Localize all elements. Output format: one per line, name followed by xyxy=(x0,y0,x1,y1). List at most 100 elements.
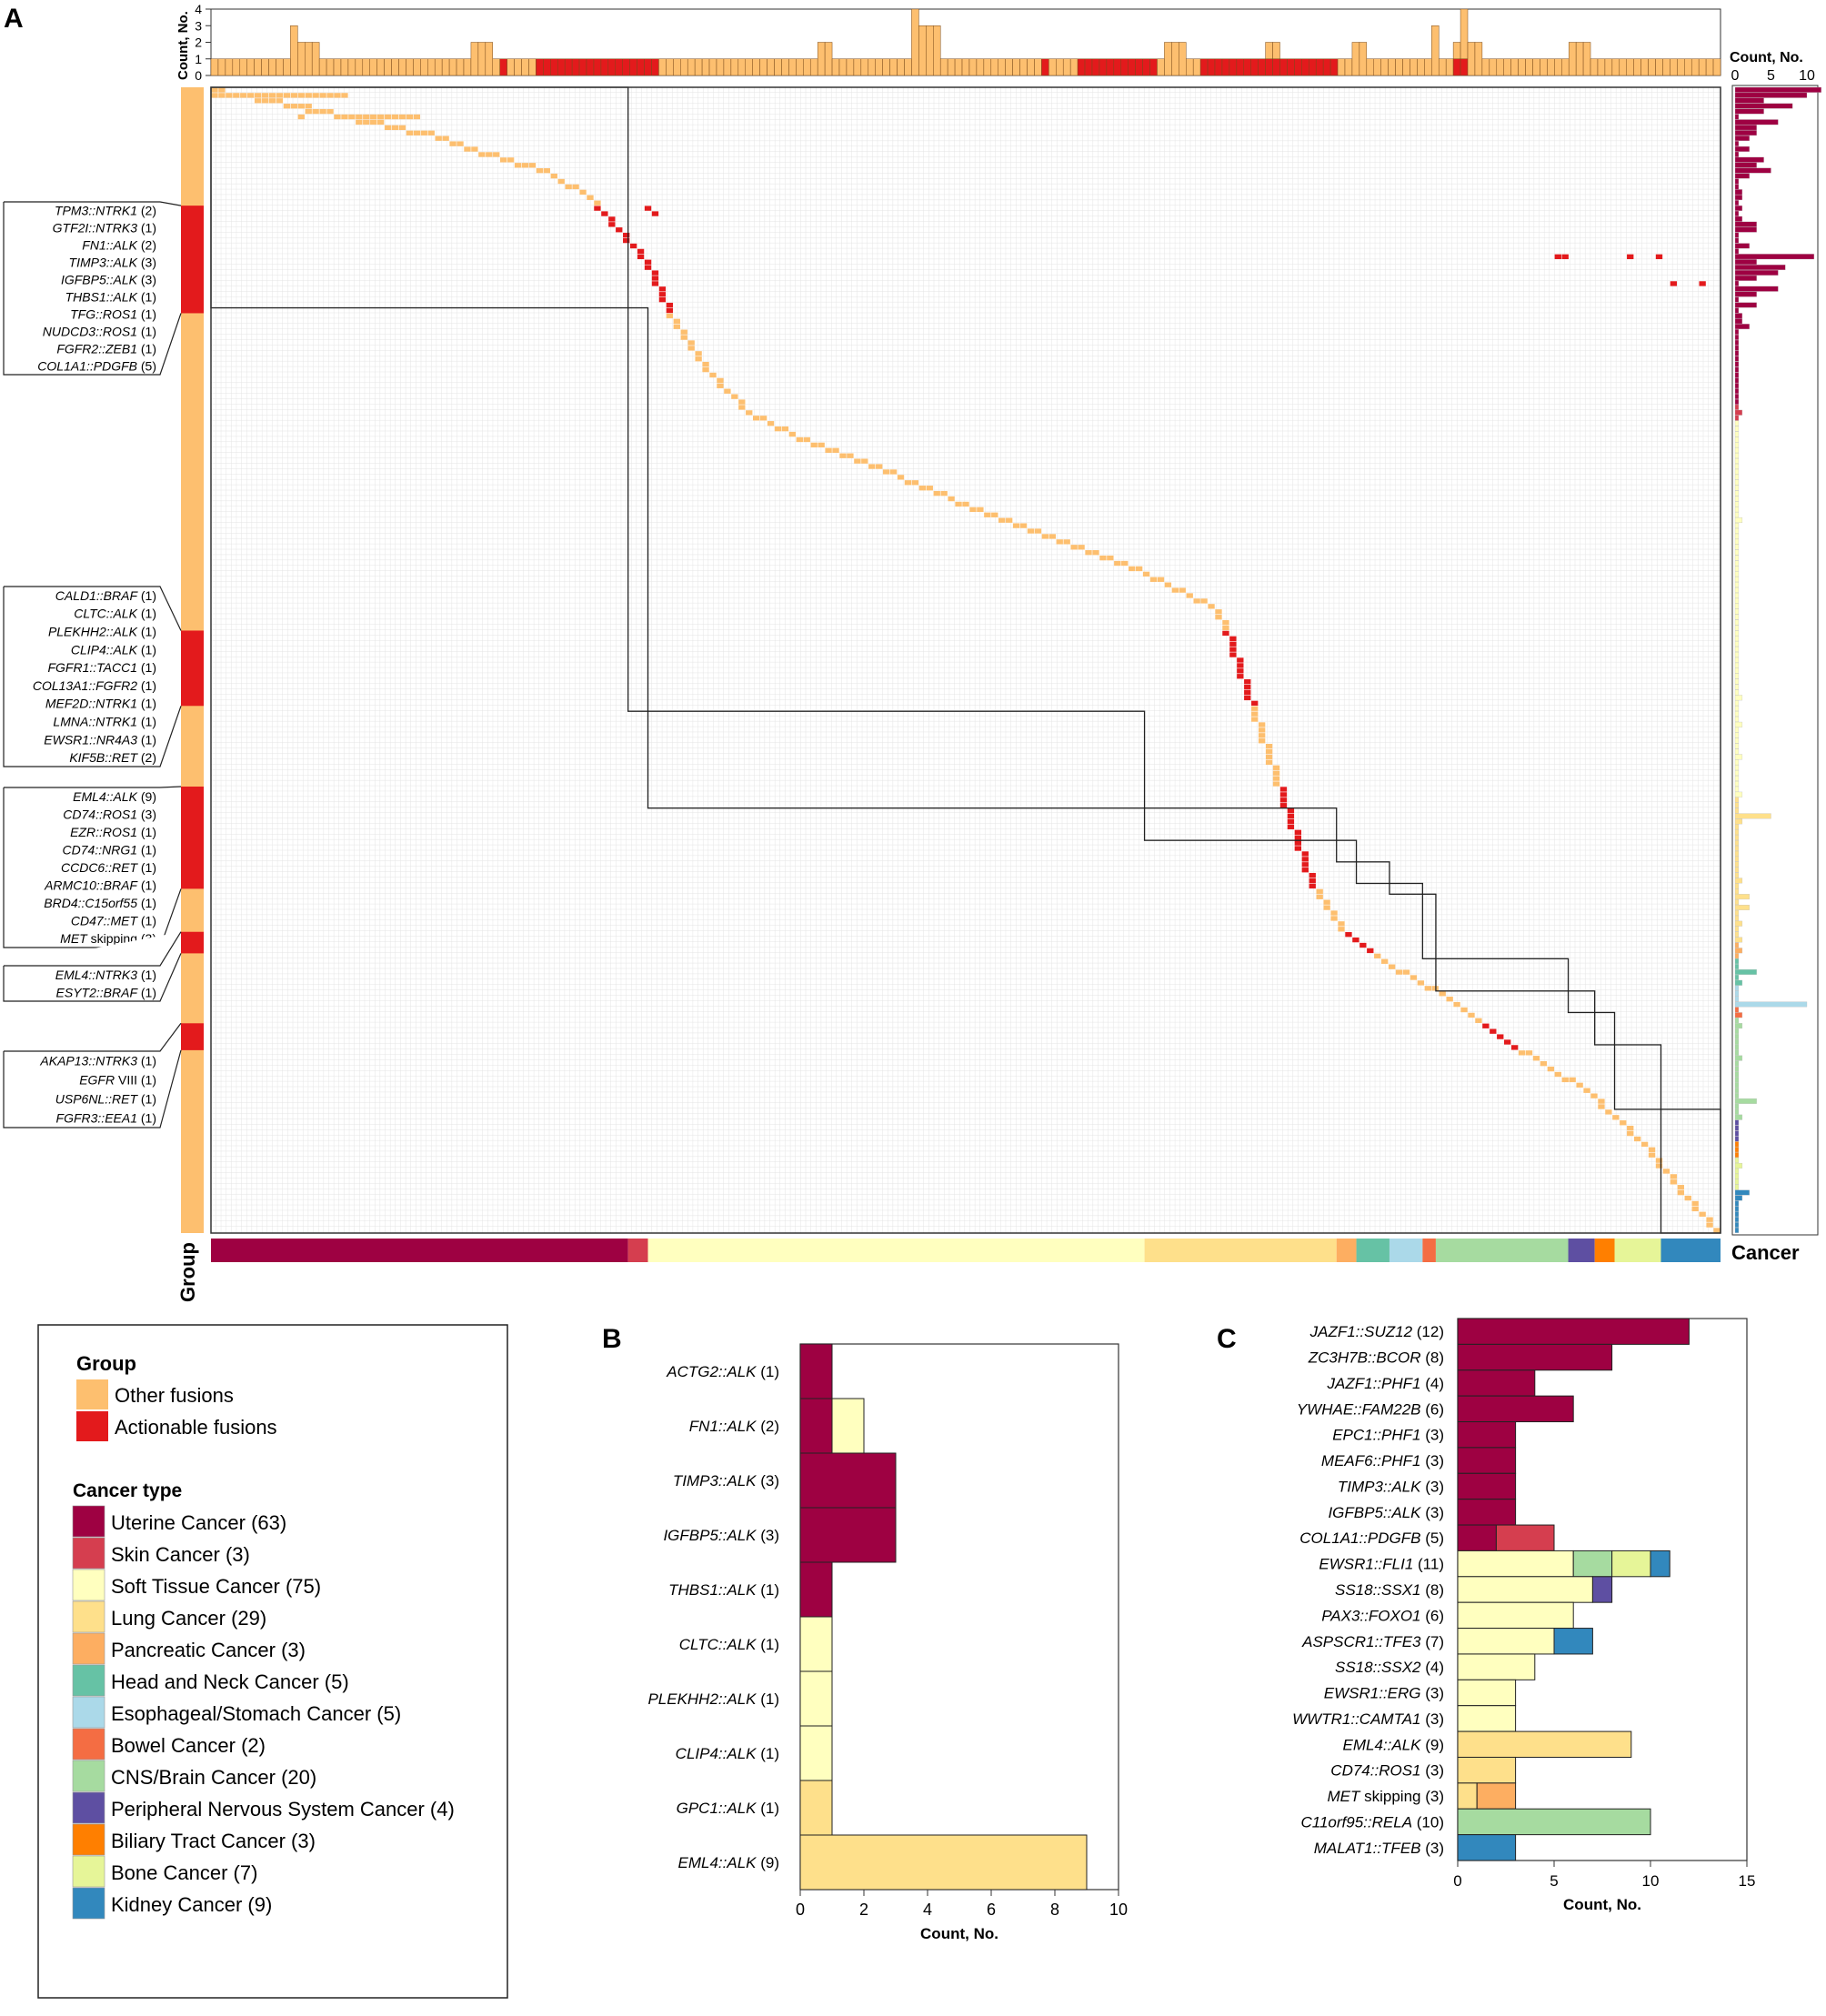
right-count-bar xyxy=(1734,920,1743,927)
matrix-cell xyxy=(1251,711,1259,717)
bar-segment xyxy=(799,1452,897,1509)
group-bar-actionable xyxy=(181,206,204,314)
top-count-bar xyxy=(485,42,494,76)
bar-segment xyxy=(1457,1756,1517,1784)
matrix-cell xyxy=(1287,824,1295,830)
matrix-cell xyxy=(456,141,464,146)
right-count-bar xyxy=(1734,1119,1740,1126)
matrix-cell xyxy=(1684,1195,1691,1201)
matrix-cell xyxy=(1554,1071,1561,1078)
top-count-bar xyxy=(434,58,443,76)
right-count-bar xyxy=(1734,468,1740,475)
right-count-bar xyxy=(1734,1130,1740,1137)
callout-label: IGFBP5::ALK (3) xyxy=(61,273,156,287)
right-count-bar xyxy=(1734,780,1740,787)
bar-segment xyxy=(1476,1782,1517,1810)
top-count-bar xyxy=(723,58,732,76)
matrix-cell xyxy=(1655,254,1663,259)
bar-segment xyxy=(1457,1834,1517,1861)
callout-label: TFG::ROS1 (1) xyxy=(70,307,156,322)
matrix-cell xyxy=(948,496,955,502)
right-count-bar xyxy=(1734,302,1757,308)
right-count-bar xyxy=(1734,313,1743,319)
right-count-bar xyxy=(1734,221,1757,227)
cancer-bar-segment xyxy=(1356,1239,1390,1262)
matrix-cell xyxy=(724,388,731,394)
top-count-bar xyxy=(246,58,255,76)
matrix-cell xyxy=(1129,566,1136,572)
right-count-bar xyxy=(1734,119,1779,125)
matrix-cell xyxy=(413,114,421,120)
right-count-bar xyxy=(1734,1028,1740,1034)
matrix-cell xyxy=(1590,1093,1598,1098)
right-count-bar xyxy=(1734,248,1740,255)
top-count-bar xyxy=(1640,58,1649,76)
category-label: ASPSCR1::TFE3 (7) xyxy=(1301,1633,1444,1650)
category-label: SS18::SSX1 (8) xyxy=(1335,1581,1444,1599)
right-count-bar xyxy=(1734,721,1743,727)
matrix-cell xyxy=(1107,555,1114,561)
right-count-bar xyxy=(1734,888,1740,895)
right-count-bar xyxy=(1734,856,1740,862)
right-count-bar xyxy=(1734,1049,1740,1056)
top-tick-label: 0 xyxy=(195,68,202,83)
top-count-bar xyxy=(889,58,898,76)
top-count-bar xyxy=(1518,58,1526,76)
top-count-bar xyxy=(1179,42,1187,76)
bar-segment xyxy=(1457,1782,1478,1810)
top-count-bar xyxy=(1510,58,1519,76)
top-count-bar xyxy=(276,58,284,76)
right-count-bar xyxy=(1734,458,1740,464)
right-count-bar xyxy=(1734,329,1740,335)
right-count-bar xyxy=(1734,597,1740,604)
top-count-bar xyxy=(615,58,623,76)
matrix-cell xyxy=(818,442,825,448)
matrix-cell xyxy=(1655,1158,1663,1163)
legend-cancer-swatch xyxy=(72,1823,105,1856)
top-count-bar xyxy=(1691,58,1700,76)
matrix-cell xyxy=(1251,700,1259,706)
block-outline xyxy=(1421,893,1437,959)
right-count-bar xyxy=(1734,926,1740,932)
right-count-bar xyxy=(1734,1200,1740,1207)
callout-label: THBS1::ALK (1) xyxy=(65,290,156,305)
callout-group: CALD1::BRAF (1)CLTC::ALK (1)PLEKHH2::ALK… xyxy=(3,586,182,767)
matrix-cell xyxy=(1279,792,1288,797)
matrix-cell xyxy=(1598,1098,1605,1104)
matrix-cell xyxy=(1048,534,1056,539)
right-count-bar xyxy=(1734,1108,1740,1115)
top-count-bar xyxy=(1402,58,1410,76)
matrix-cell xyxy=(644,259,652,265)
matrix-cell xyxy=(334,114,341,120)
callout-label: EGFR VIII (1) xyxy=(79,1073,156,1088)
top-count-bar xyxy=(492,58,500,76)
bar-segment xyxy=(1457,1343,1613,1371)
top-count-bar xyxy=(939,58,948,76)
right-count-bar xyxy=(1734,964,1740,969)
right-count-bar xyxy=(1734,286,1779,292)
matrix-cell xyxy=(1287,813,1295,819)
matrix-cell xyxy=(1316,894,1323,899)
matrix-cell xyxy=(420,130,427,135)
matrix-cell xyxy=(1229,636,1237,641)
bar-segment xyxy=(799,1834,1088,1891)
callout-label: CD74::ROS1 (3) xyxy=(63,807,156,821)
top-count-bar xyxy=(1431,25,1440,76)
matrix-cell xyxy=(391,114,399,120)
matrix-cell xyxy=(752,416,760,421)
top-count-bars xyxy=(210,8,1721,76)
top-count-bar xyxy=(1315,58,1324,76)
matrix-cell xyxy=(391,125,399,131)
category-label: IGFBP5::ALK (3) xyxy=(663,1527,779,1544)
top-count-bar xyxy=(398,58,406,76)
matrix-cell xyxy=(1417,980,1425,986)
top-count-bar xyxy=(1135,58,1143,76)
matrix-cell xyxy=(1699,281,1706,286)
matrix-cell xyxy=(1670,281,1678,286)
callout-label: TPM3::NTRK1 (2) xyxy=(55,204,156,218)
right-count-bar xyxy=(1734,372,1740,378)
panel-label-a: A xyxy=(4,4,24,34)
cancer-bar-segment xyxy=(1614,1239,1661,1262)
matrix-cell xyxy=(788,431,797,437)
callout-label: MEF2D::NTRK1 (1) xyxy=(45,697,156,711)
